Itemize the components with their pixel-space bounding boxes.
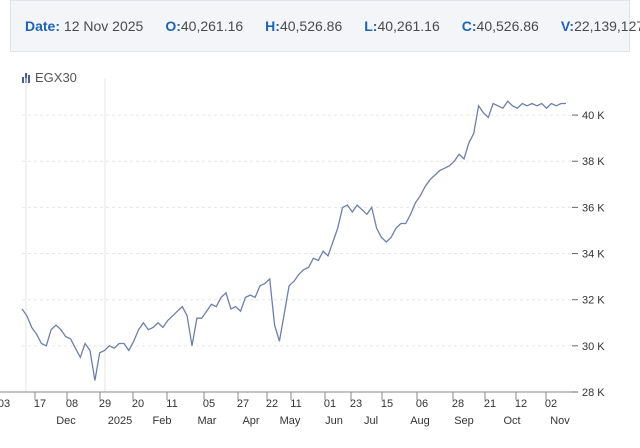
close-readout: C:40,526.86: [462, 18, 539, 34]
x-month-label: Nov: [550, 415, 570, 427]
x-day-label: 02: [545, 398, 557, 410]
legend-label: EGX30: [35, 70, 77, 85]
y-tick-label: 28 K: [582, 387, 605, 399]
y-tick-label: 36 K: [582, 202, 605, 214]
x-month-label: Apr: [242, 415, 259, 427]
x-day-label: 12: [515, 398, 527, 410]
date-readout: Date: 12 Nov 2025: [25, 18, 143, 34]
y-tick-label: 38 K: [582, 156, 605, 168]
gridlines: [22, 78, 572, 393]
close-key: C:: [461, 18, 477, 34]
volume-readout: V:22,139,127: [561, 18, 640, 34]
x-month-label: May: [280, 415, 301, 427]
x-day-label: 05: [203, 398, 215, 410]
x-month-label: 2025: [108, 415, 132, 427]
x-month-label: Sep: [454, 415, 474, 427]
x-month-label: Jun: [325, 415, 343, 427]
x-month-label: Dec: [56, 415, 76, 427]
x-month-label: Feb: [153, 415, 172, 427]
low-readout: L:40,261.16: [364, 18, 440, 34]
high-readout: H:40,526.86: [265, 18, 342, 34]
y-tick-label: 40 K: [582, 110, 605, 122]
close-value: 40,526.86: [476, 18, 539, 34]
x-day-label: 22: [266, 398, 278, 410]
x-day-label: 20: [132, 398, 144, 410]
x-day-label: 15: [381, 398, 393, 410]
x-day-label: 17: [34, 398, 46, 410]
y-tick-label: 34 K: [582, 249, 605, 261]
y-tick-label: 32 K: [582, 295, 605, 307]
y-tick-label: 30 K: [582, 341, 605, 353]
x-day-label: 06: [416, 398, 428, 410]
x-day-label: 11: [166, 398, 177, 410]
x-day-label: 21: [484, 398, 496, 410]
y-axis: 28 K 30 K 32 K 34 K 36 K 38 K 40 K: [572, 110, 605, 399]
x-month-label: Mar: [198, 415, 217, 427]
x-day-label: 08: [66, 398, 78, 410]
volume-value: 22,139,127: [574, 18, 640, 34]
x-month-label: Oct: [503, 415, 520, 427]
x-axis: 03 17 08 29 20 11 05 27 22 11 01 23 15 06 28 21 12 02 Dec 2…: [0, 391, 572, 427]
high-value: 40,526.86: [279, 18, 343, 34]
date-key: Date:: [25, 18, 61, 34]
open-readout: O:40,261.16: [165, 18, 243, 34]
series-line-egx30[interactable]: [21, 100, 566, 381]
x-day-label: 03: [0, 398, 10, 410]
x-day-label: 23: [350, 398, 362, 410]
volume-key: V:: [560, 18, 575, 34]
date-value: 12 Nov 2025: [63, 18, 144, 34]
x-day-label: 29: [99, 398, 111, 410]
high-key: H:: [265, 18, 280, 34]
x-day-label: 11: [290, 398, 301, 410]
low-value: 40,261.16: [377, 18, 440, 34]
open-value: 40,261.16: [180, 18, 244, 34]
low-key: L:: [364, 18, 378, 34]
x-day-label: 27: [237, 398, 249, 410]
ohlc-info-bar: Date: 12 Nov 2025 O:40,261.16 H:40,526.8…: [10, 0, 640, 52]
x-month-label: Jul: [364, 415, 378, 427]
x-month-label: Aug: [410, 415, 430, 427]
x-day-label: 01: [324, 398, 336, 410]
x-day-label: 28: [452, 398, 464, 410]
open-key: O:: [165, 18, 181, 34]
